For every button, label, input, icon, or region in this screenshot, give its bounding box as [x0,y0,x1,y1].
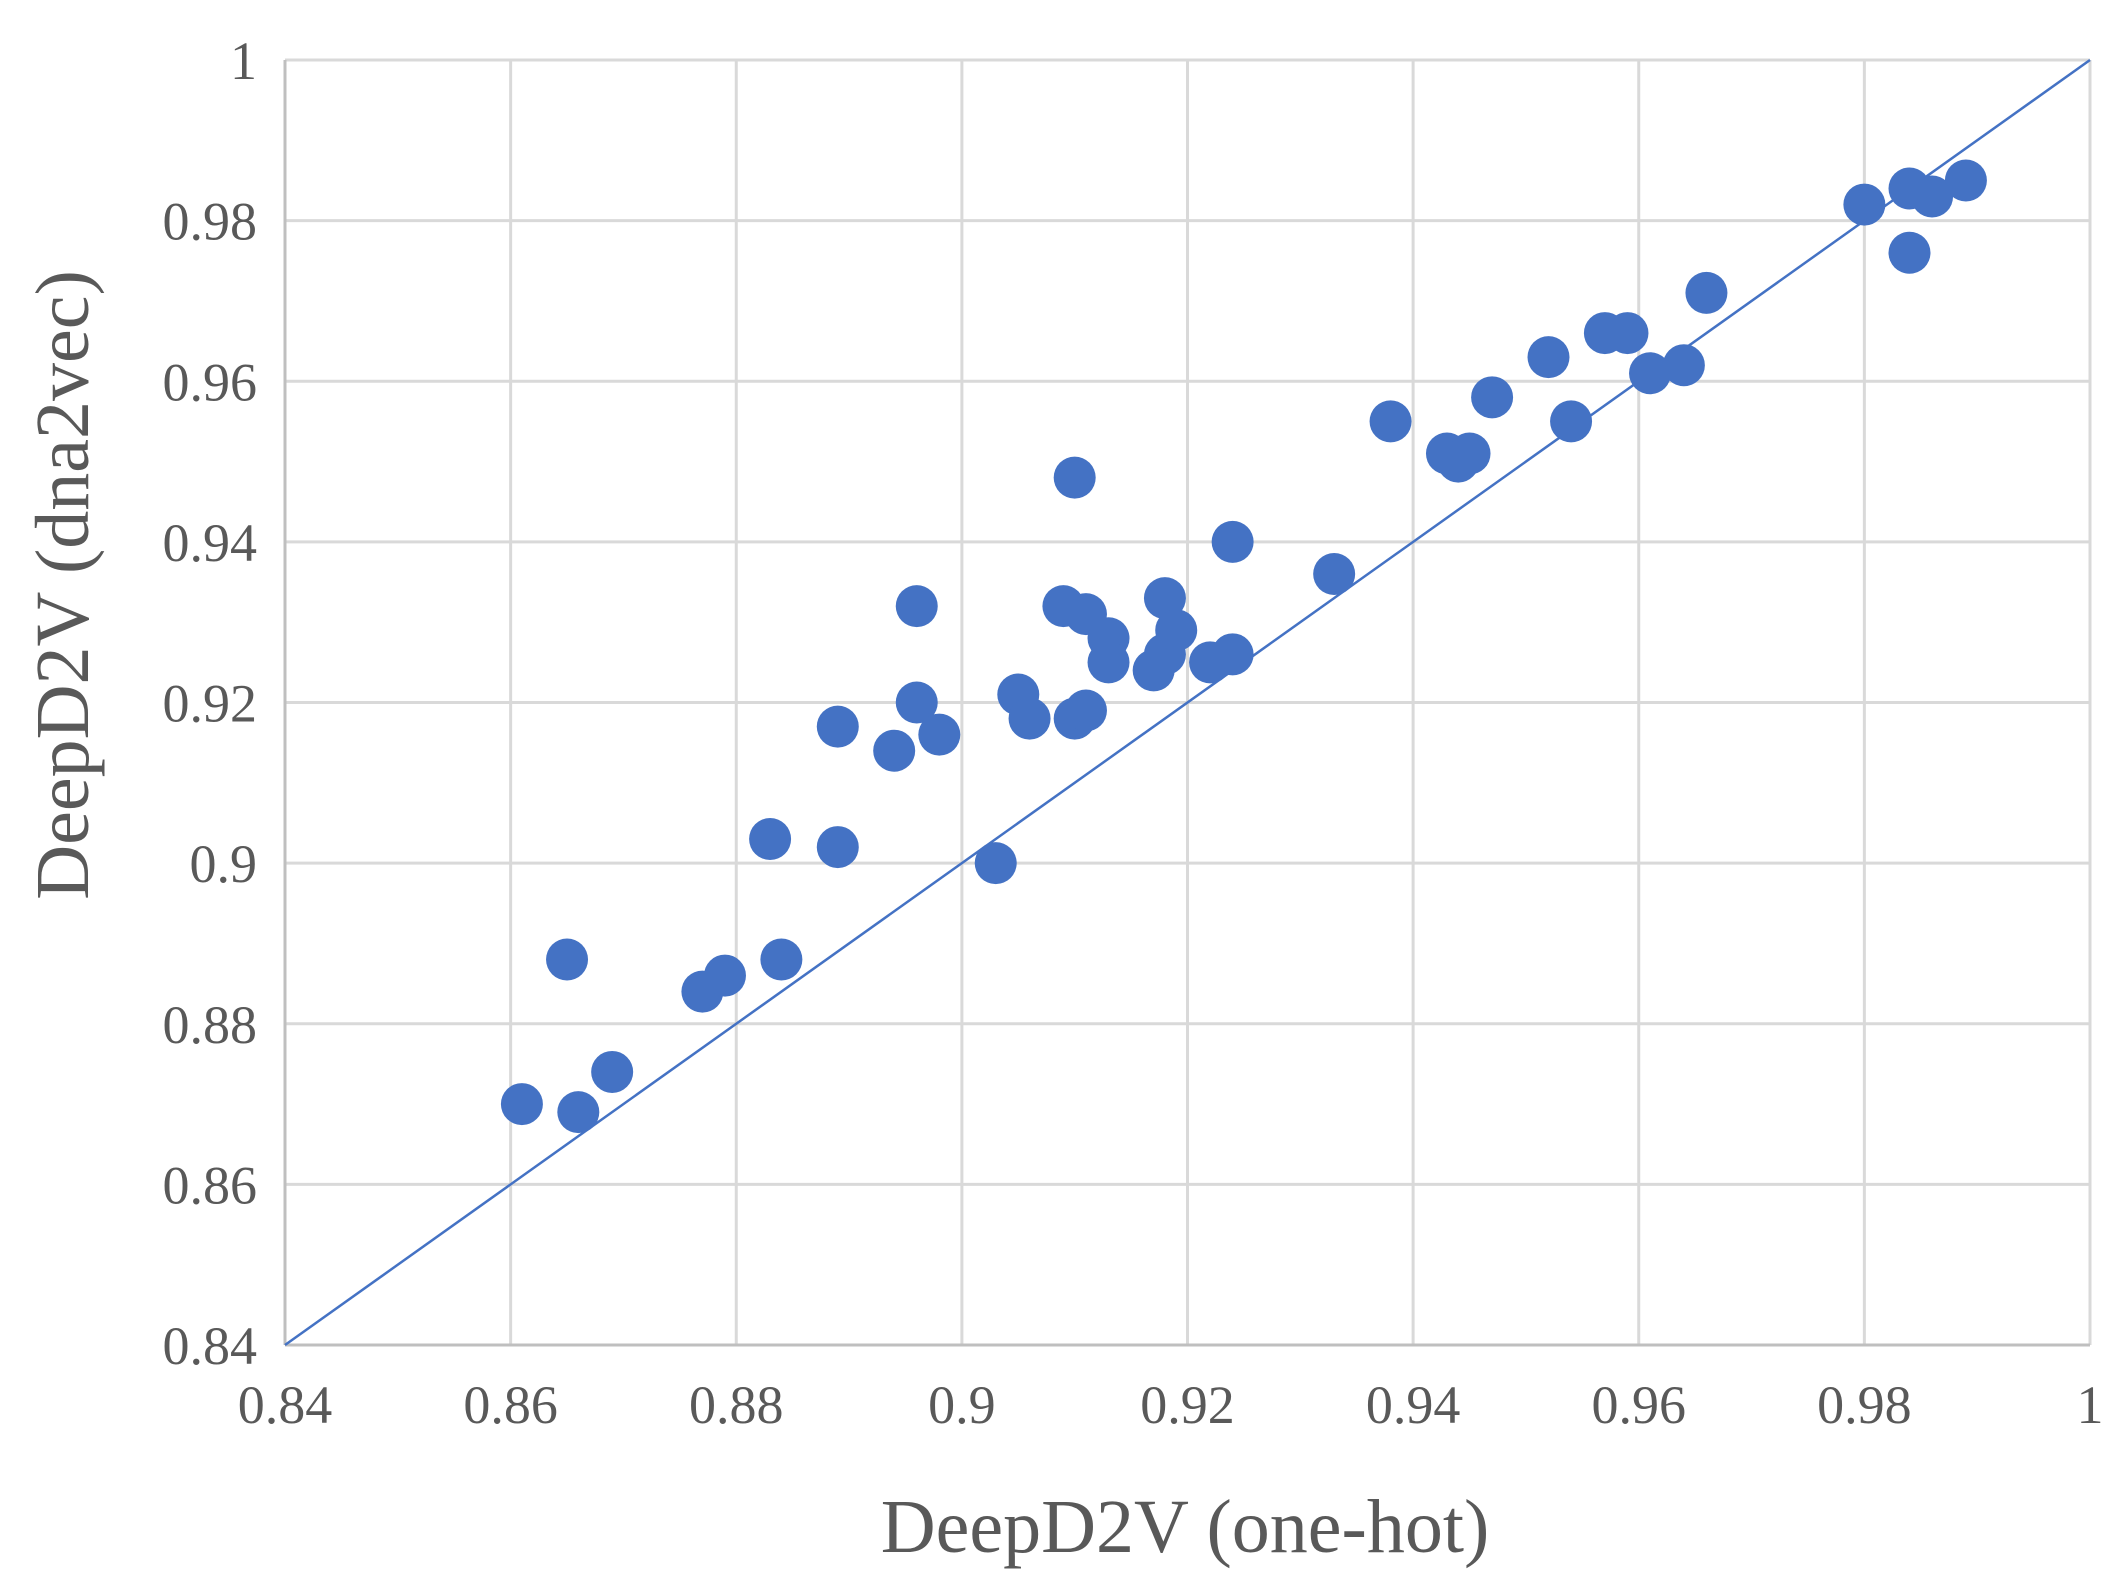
data-point [1471,376,1514,419]
data-point [1606,312,1649,355]
data-point [1087,641,1130,684]
data-point [873,729,916,772]
data-point [1448,432,1491,475]
x-tick-label: 0.98 [1817,1375,1912,1435]
data-point [1629,352,1672,395]
data-point [760,938,803,981]
axes [283,60,2090,1347]
x-tick-label: 0.86 [463,1375,558,1435]
x-tick-label: 0.9 [928,1375,996,1435]
data-point [591,1050,634,1093]
y-tick-label: 0.9 [190,834,258,894]
data-point [557,1091,600,1134]
data-point [1911,175,1954,218]
data-point [1685,271,1728,314]
data-point [1944,159,1987,202]
x-tick-label: 0.92 [1140,1375,1235,1435]
data-point [1211,520,1254,563]
data-point [1888,231,1931,274]
data-point [1211,633,1254,676]
data-point [1064,689,1107,732]
x-tick-label: 0.84 [238,1375,333,1435]
data-point [816,705,859,748]
data-point [703,954,746,997]
data-point [546,938,589,981]
y-tick-label: 0.96 [163,352,258,412]
y-tick-label: 0.86 [163,1155,258,1215]
x-tick-label: 0.96 [1592,1375,1687,1435]
x-tick-label: 0.94 [1366,1375,1461,1435]
y-tick-label: 0.88 [163,995,258,1055]
data-point [500,1083,543,1126]
data-point [1369,400,1412,443]
data-point [749,818,792,861]
data-point [816,826,859,869]
data-point [1008,697,1051,740]
y-tick-label: 0.94 [163,513,258,573]
data-point [1843,183,1886,226]
x-axis-title: DeepD2V (one-hot) [881,1485,1490,1569]
y-axis-title: DeepD2V (dna2vec) [21,270,105,900]
x-tick-label: 1 [2077,1375,2104,1435]
y-tick-label: 0.84 [163,1316,258,1376]
data-point [895,681,938,724]
data-point [1662,344,1705,387]
y-tick-label: 0.98 [163,192,258,252]
data-point [1313,553,1356,595]
data-point [895,585,938,628]
x-tick-label: 0.88 [689,1375,784,1435]
y-tick-label: 1 [230,31,257,91]
data-point [918,713,961,756]
data-point [1053,456,1096,499]
data-points [500,159,1987,1134]
data-point [1155,609,1198,652]
data-point [1527,336,1570,379]
data-point [1143,577,1186,620]
data-point [974,842,1017,885]
tick-labels: 0.84 0.86 0.88 0.9 0.92 0.94 0.96 0.98 1 0.84 0.86… [163,31,2104,1435]
data-point [1550,400,1593,443]
y-tick-label: 0.92 [163,674,258,734]
